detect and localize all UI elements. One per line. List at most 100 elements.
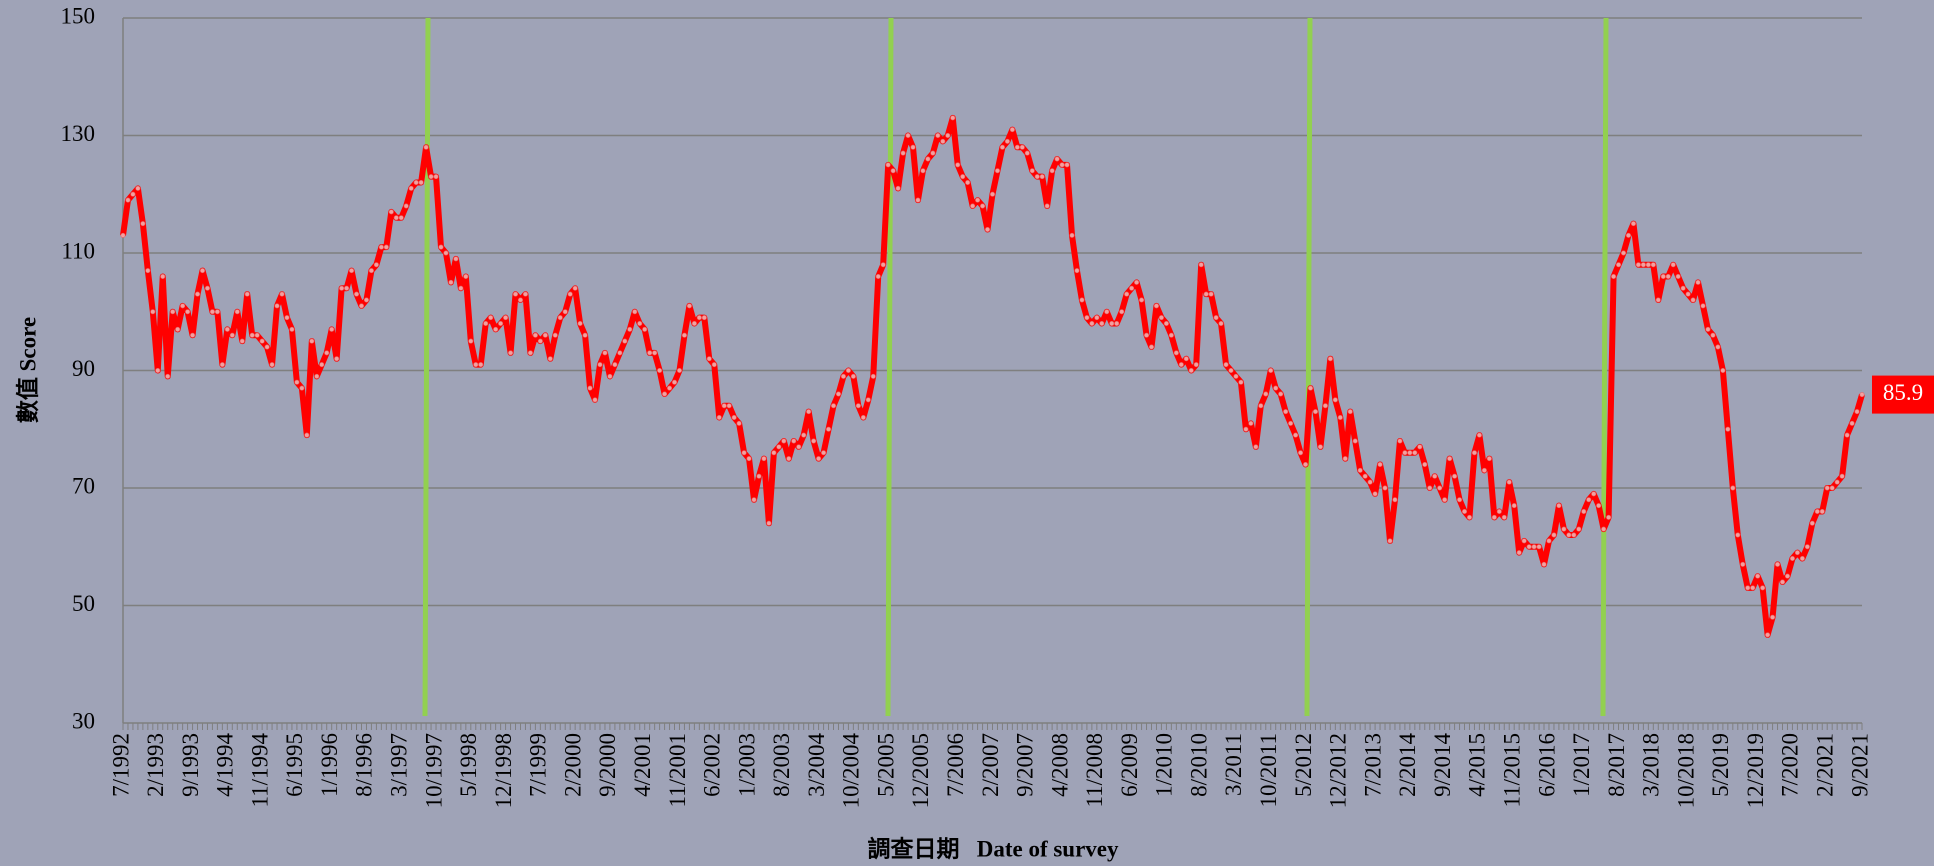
data-point xyxy=(1834,479,1840,485)
data-point xyxy=(1720,367,1726,373)
data-point xyxy=(1044,203,1050,209)
x-tick-label: 2/2007 xyxy=(978,733,1003,797)
x-tick-label: 9/2000 xyxy=(595,733,620,797)
data-point xyxy=(309,338,315,344)
x-tick-label: 1/2017 xyxy=(1569,733,1594,797)
data-point xyxy=(1789,555,1795,561)
data-point xyxy=(498,320,504,326)
data-point xyxy=(975,197,981,203)
data-point xyxy=(582,332,588,338)
data-point xyxy=(1705,326,1711,332)
data-point xyxy=(1084,315,1090,321)
data-point xyxy=(642,326,648,332)
data-point xyxy=(970,203,976,209)
data-point xyxy=(1715,344,1721,350)
data-point xyxy=(1571,532,1577,538)
data-point xyxy=(1486,456,1492,462)
data-point xyxy=(1124,291,1130,297)
data-point xyxy=(354,291,360,297)
x-tick-label: 11/1994 xyxy=(247,733,272,808)
data-point xyxy=(1655,297,1661,303)
data-point xyxy=(1516,550,1522,556)
data-point xyxy=(840,373,846,379)
data-point xyxy=(672,379,678,385)
data-point xyxy=(1004,138,1010,144)
data-point xyxy=(796,444,802,450)
data-point xyxy=(1417,444,1423,450)
data-point xyxy=(711,362,717,368)
data-point xyxy=(1099,320,1105,326)
data-point xyxy=(821,450,827,456)
data-point xyxy=(1317,444,1323,450)
data-point xyxy=(155,367,161,373)
data-point xyxy=(1556,503,1562,509)
data-point xyxy=(855,403,861,409)
data-point xyxy=(1750,585,1756,591)
data-point xyxy=(175,326,181,332)
data-point xyxy=(1511,503,1517,509)
data-point xyxy=(1243,426,1249,432)
data-point xyxy=(1014,144,1020,150)
y-tick-label: 70 xyxy=(72,473,95,498)
data-point xyxy=(1471,450,1477,456)
data-point xyxy=(1606,514,1612,520)
x-tick-label: 1/1996 xyxy=(317,733,342,797)
data-point xyxy=(960,174,966,180)
data-point xyxy=(1630,221,1636,227)
x-tick-label: 2/2021 xyxy=(1813,733,1838,797)
x-tick-label: 1/2003 xyxy=(734,733,759,797)
data-point xyxy=(363,297,369,303)
value-label: 85.9 xyxy=(1883,380,1923,405)
data-point xyxy=(999,144,1005,150)
data-point xyxy=(269,362,275,368)
data-point xyxy=(1635,262,1641,268)
data-point xyxy=(895,185,901,191)
data-point xyxy=(185,309,191,315)
data-point xyxy=(1427,485,1433,491)
data-point xyxy=(448,279,454,285)
data-point xyxy=(652,350,658,356)
data-point xyxy=(1079,297,1085,303)
data-point xyxy=(1312,409,1318,415)
data-point xyxy=(567,291,573,297)
data-point xyxy=(607,373,613,379)
data-point xyxy=(816,456,822,462)
data-point xyxy=(985,227,991,233)
data-point xyxy=(592,397,598,403)
data-point xyxy=(160,273,166,279)
data-point xyxy=(1650,262,1656,268)
data-point xyxy=(1541,561,1547,567)
x-tick-label: 9/2014 xyxy=(1430,733,1455,797)
data-point xyxy=(945,133,951,139)
data-point xyxy=(1546,538,1552,544)
data-point xyxy=(1799,555,1805,561)
x-tick-label: 12/2005 xyxy=(908,733,933,808)
data-point xyxy=(1049,168,1055,174)
data-point xyxy=(1481,467,1487,473)
x-tick-label: 11/2015 xyxy=(1499,733,1524,808)
data-point xyxy=(1695,279,1701,285)
x-tick-label: 7/1992 xyxy=(108,733,133,797)
data-point xyxy=(1551,532,1557,538)
data-point xyxy=(140,221,146,227)
data-point xyxy=(980,203,986,209)
data-point xyxy=(1531,544,1537,550)
data-point xyxy=(259,338,265,344)
x-tick-label: 8/2017 xyxy=(1604,733,1629,797)
data-point xyxy=(870,373,876,379)
data-point xyxy=(1119,309,1125,315)
data-point xyxy=(1233,373,1239,379)
data-point xyxy=(513,291,519,297)
data-point xyxy=(503,315,509,321)
x-tick-label: 5/1998 xyxy=(456,733,481,797)
data-point xyxy=(1476,432,1482,438)
data-point xyxy=(199,268,205,274)
grid: 30 50 70 90 110 130 150 xyxy=(61,3,1862,733)
data-point xyxy=(1437,485,1443,491)
data-point xyxy=(229,332,235,338)
data-point xyxy=(383,244,389,250)
data-point xyxy=(1089,320,1095,326)
data-point xyxy=(920,168,926,174)
reference-lines xyxy=(422,17,1609,717)
data-point xyxy=(706,356,712,362)
